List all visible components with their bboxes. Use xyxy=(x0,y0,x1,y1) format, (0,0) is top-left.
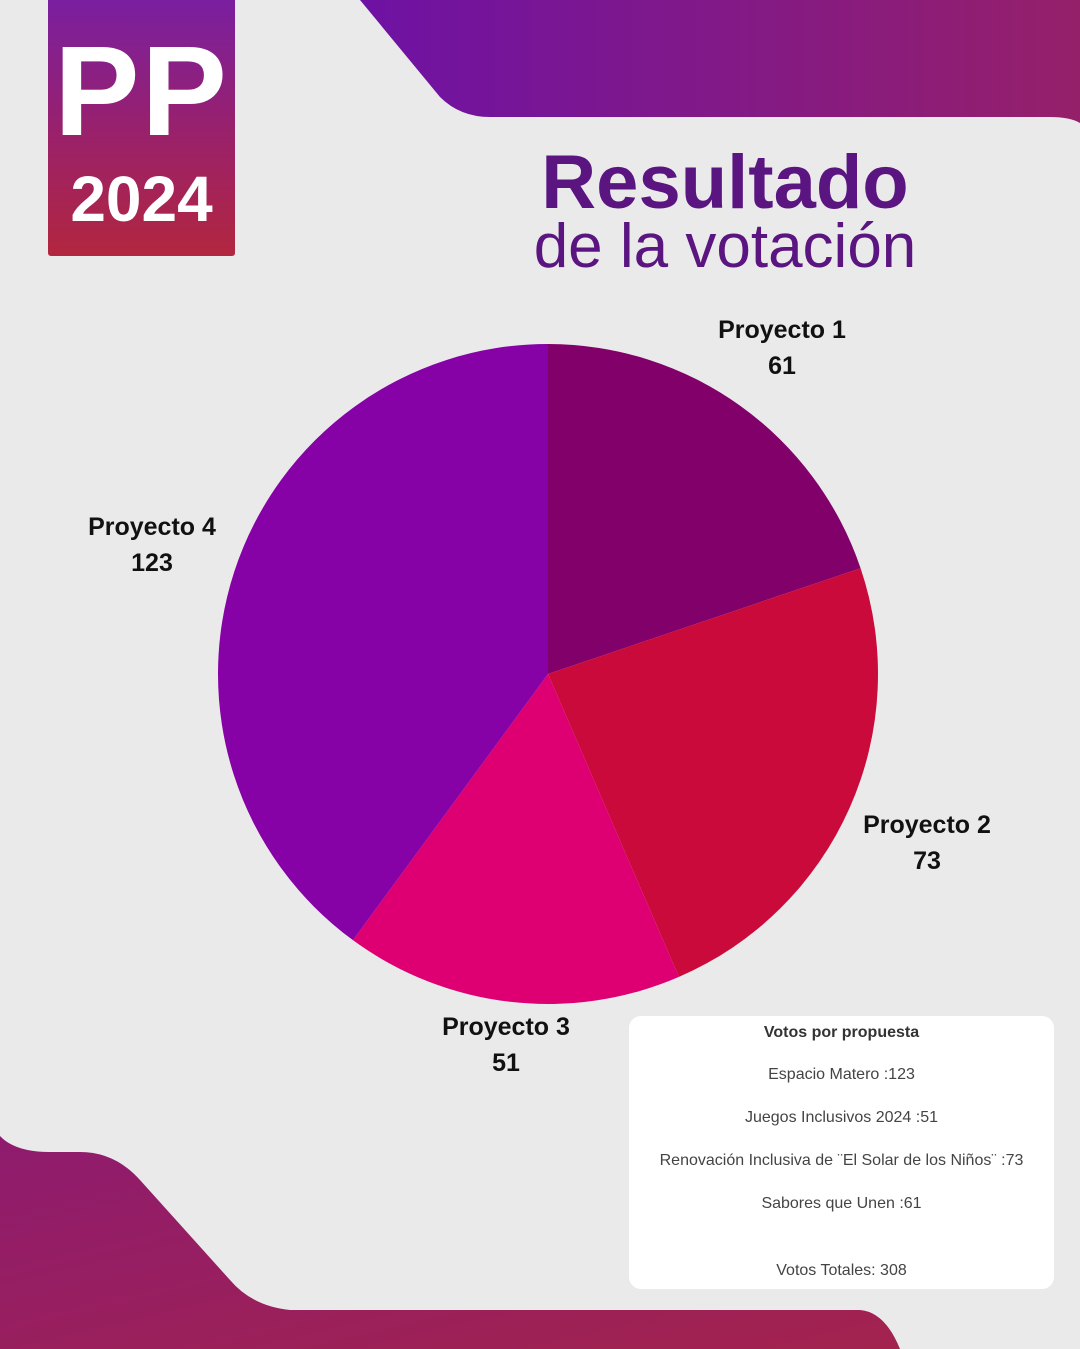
slice-label-value: 73 xyxy=(913,847,941,875)
pie-slice-proyecto-2 xyxy=(548,568,879,977)
slice-label-proyecto-2: Proyecto 2 73 xyxy=(817,807,1037,879)
slice-label-name: Proyecto 3 xyxy=(442,1013,570,1041)
slice-label-name: Proyecto 2 xyxy=(863,811,991,839)
slice-label-proyecto-3: Proyecto 3 51 xyxy=(396,1009,616,1081)
page-subtitle: de la votación xyxy=(533,212,917,281)
logo-year-text: 2024 xyxy=(70,163,213,235)
slice-label-name: Proyecto 1 xyxy=(718,316,846,344)
summary-item: Renovación Inclusiva de ¨El Solar de los… xyxy=(659,1152,1024,1169)
slice-label-value: 123 xyxy=(131,549,173,577)
summary-total: Votos Totales: 308 xyxy=(776,1262,907,1279)
summary-item: Espacio Matero :123 xyxy=(768,1066,915,1083)
summary-item: Sabores que Unen :61 xyxy=(761,1195,922,1212)
summary-title: Votos por propuesta xyxy=(763,1024,920,1041)
slice-label-value: 51 xyxy=(492,1049,520,1077)
pie-slice-proyecto-4 xyxy=(217,344,548,941)
slice-label-proyecto-4: Proyecto 4 123 xyxy=(42,509,262,581)
pp-2024-logo: PP 2024 xyxy=(48,0,235,256)
summary-item: Juegos Inclusivos 2024 :51 xyxy=(744,1109,938,1126)
top-band-shape xyxy=(360,0,1080,123)
bottom-band-shape xyxy=(0,1136,900,1349)
page-title: Resultado xyxy=(541,140,909,225)
slice-label-proyecto-1: Proyecto 1 61 xyxy=(672,312,892,384)
slice-label-value: 61 xyxy=(768,352,796,380)
pie-slice-proyecto-3 xyxy=(352,674,679,1004)
pie-slice-proyecto-1 xyxy=(548,344,861,674)
slice-label-name: Proyecto 4 xyxy=(88,513,216,541)
votes-summary-card: Votos por propuesta Espacio Matero :123 … xyxy=(629,1016,1054,1289)
logo-pp-text: PP xyxy=(54,20,229,163)
